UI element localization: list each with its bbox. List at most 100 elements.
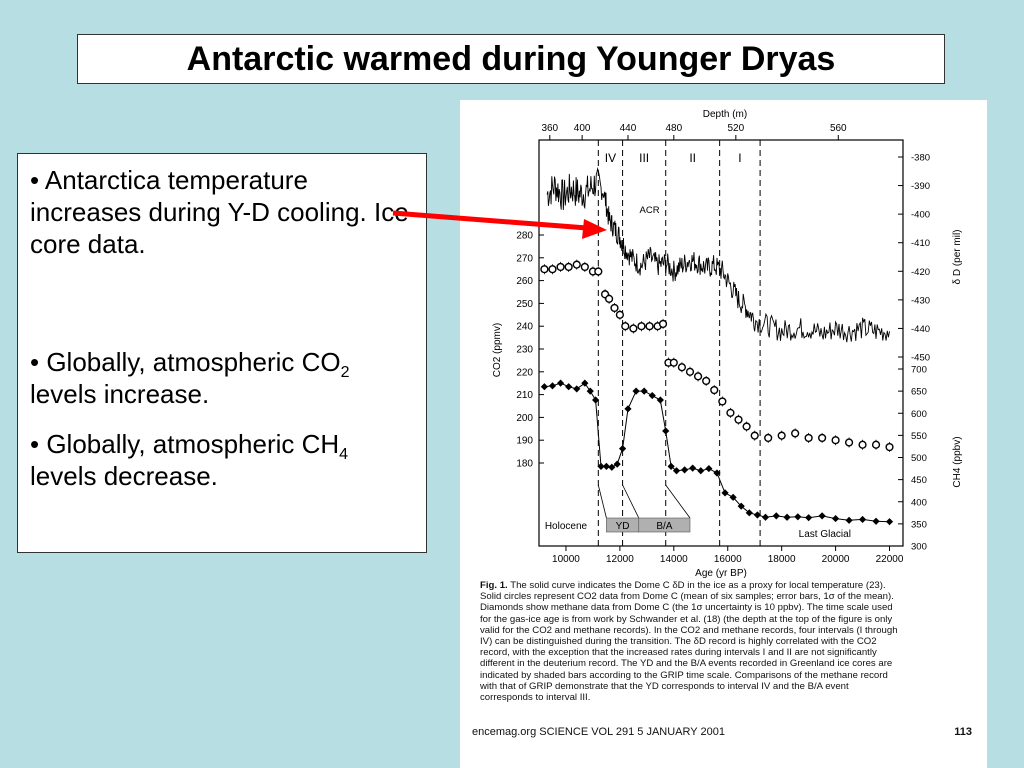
- co2-point: [831, 436, 840, 445]
- ch4-axis-label: CH4 (ppbv): [952, 436, 963, 487]
- ch4-tick-label: 700: [911, 365, 927, 376]
- figure-caption: Fig. 1. The solid curve indicates the Do…: [480, 580, 980, 703]
- co2-tick-label: 280: [516, 231, 533, 242]
- ch4-point: [556, 379, 565, 387]
- co2-point: [610, 303, 619, 313]
- co2-point: [734, 415, 743, 424]
- dD-series-line: [546, 167, 890, 343]
- caption-line: with that of GRIP demonstrate that the Y…: [480, 680, 849, 692]
- ch4-point: [656, 396, 664, 404]
- co2-point: [710, 385, 719, 395]
- caption-line: indicated by shaded bars according to th…: [480, 669, 888, 681]
- co2-point: [572, 260, 581, 269]
- journal-footer: encemag.org SCIENCE VOL 291 5 JANUARY 20…: [472, 726, 972, 738]
- ch4-point: [672, 467, 681, 475]
- ch4-point: [632, 387, 640, 395]
- x-tick-label: 18000: [768, 554, 796, 565]
- ch4-tick-label: 300: [911, 542, 927, 553]
- ch4-tick-label: 650: [911, 387, 927, 398]
- page-number: 113: [954, 726, 972, 738]
- ch4-point: [772, 512, 780, 520]
- slide-title: Antarctic warmed during Younger Dryas: [186, 39, 836, 78]
- bar-connector: [622, 484, 640, 519]
- ch4-tick-label: 600: [911, 409, 927, 420]
- co2-point: [844, 438, 854, 447]
- caption-line: valid for the CO2 and methane records). …: [480, 624, 898, 636]
- caption-line: corresponds to interval III.: [480, 692, 591, 704]
- co2-point: [658, 319, 668, 329]
- dD-tick-label: -430: [911, 295, 930, 306]
- ch4-point: [872, 517, 880, 525]
- ch4-point: [640, 387, 648, 395]
- dD-tick-label: -400: [911, 210, 930, 221]
- ch4-tick-label: 500: [911, 453, 927, 464]
- ch4-point: [681, 466, 689, 474]
- co2-point: [693, 372, 703, 381]
- co2-point: [637, 322, 646, 331]
- ch4-point: [761, 513, 770, 521]
- ba-bar: [638, 517, 691, 533]
- ch4-tick-label: 400: [911, 497, 927, 508]
- co2-point: [605, 294, 614, 303]
- ch4-point: [689, 464, 697, 472]
- ch4-point: [624, 405, 632, 413]
- ice-core-chart: 10000 12000 14000 16000 18000 20000 22000 Age (…: [492, 109, 963, 579]
- caption-fig-label: Fig. 1.: [480, 580, 508, 591]
- co2-tick-label: 190: [516, 436, 533, 447]
- ch4-point: [573, 385, 581, 393]
- co2-point: [629, 324, 638, 333]
- co2-point: [718, 397, 727, 406]
- co2-point: [858, 440, 867, 449]
- co2-tick-label: 240: [516, 322, 533, 333]
- ch4-point: [697, 467, 705, 475]
- ch4-point: [745, 509, 753, 517]
- x-axis-label: Age (yr BP): [695, 568, 747, 579]
- dD-tick-label: -380: [911, 153, 930, 164]
- co2-point: [621, 322, 630, 331]
- dD-tick-label: -410: [911, 238, 930, 249]
- co2-tick-label: 220: [516, 367, 533, 378]
- co2-tick-label: 210: [516, 390, 533, 401]
- co2-tick-label: 230: [516, 345, 533, 356]
- caption-line: different in the deuterium record. The Y…: [480, 658, 893, 670]
- co2-point: [615, 310, 624, 319]
- co2-point: [791, 429, 800, 438]
- x-tick-label: 12000: [606, 554, 634, 565]
- caption-line: IV) can be distinguished during the tran…: [480, 636, 877, 648]
- acr-label: ACR: [640, 205, 660, 216]
- top-axis-label: Depth (m): [703, 109, 747, 120]
- co2-point: [777, 431, 786, 440]
- top-tick-label: 400: [574, 123, 591, 134]
- interval-label: I: [738, 151, 741, 165]
- bar-connector: [665, 484, 691, 519]
- interval-label: III: [639, 151, 649, 165]
- dD-tick-label: -420: [911, 267, 930, 278]
- ch4-point: [548, 382, 557, 390]
- ch4-point: [648, 391, 656, 400]
- co2-tick-label: 180: [516, 459, 533, 470]
- bar-connector: [597, 484, 607, 519]
- yd-bar-label: YD: [616, 521, 630, 532]
- x-tick-label: 14000: [660, 554, 688, 565]
- ch4-tick-label: 450: [911, 475, 927, 486]
- ch4-point: [713, 469, 721, 477]
- ch4-point: [618, 445, 627, 453]
- co2-point: [702, 376, 711, 386]
- co2-axis-label: CO2 (ppmv): [492, 323, 503, 377]
- co2-point: [871, 440, 881, 449]
- co2-tick-label: 200: [516, 413, 533, 424]
- co2-tick-label: 250: [516, 299, 533, 310]
- x-tick-label: 16000: [714, 554, 742, 565]
- ch4-tick-label: 350: [911, 519, 927, 530]
- ch4-point: [565, 383, 573, 391]
- bullet-ch4: • Globally, atmospheric CH4 levels decre…: [30, 429, 349, 491]
- top-tick-label: 360: [541, 123, 558, 134]
- ch4-tick-label: 550: [911, 431, 927, 442]
- co2-point: [669, 358, 678, 367]
- ch4-series-line: [544, 382, 890, 523]
- co2-point: [556, 262, 565, 272]
- co2-point: [540, 265, 549, 274]
- co2-point: [742, 422, 751, 431]
- ch4-point: [729, 493, 737, 501]
- plot-frame: [538, 139, 904, 547]
